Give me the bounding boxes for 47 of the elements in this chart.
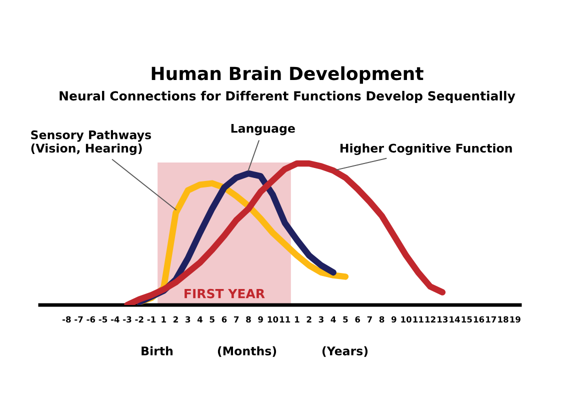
x-tick-label: 2 [306,316,312,322]
x-tick-label: 3 [318,316,324,323]
x-tick-label: 4 [330,316,336,322]
x-tick-label: 5 [210,316,214,323]
series-label: Higher Cognitive Function [340,143,512,155]
x-tick-label: 16 [474,316,484,323]
x-tick-label: -5 [98,316,108,323]
annotation: FIRST YEAR [184,288,265,298]
x-tick-label: 10 [401,316,412,323]
x-tick-label: 19 [510,316,520,323]
x-tick-label: 3 [186,316,190,323]
x-tick-label: 11 [280,316,290,322]
x-tick-label: 9 [258,316,263,323]
x-tick-label: 1 [162,316,166,322]
text: Sensory Pathways (Vision, Hearing) [31,130,152,155]
chart-title: Human Brain Development [152,66,424,84]
chart-subtitle: Neural Connections for Different Functions Develop Sequentially [60,90,516,104]
text: Language [231,124,295,136]
x-tick-label: 9 [391,316,396,323]
x-tick-label: 12 [425,316,436,322]
x-tick-label: 18 [498,316,508,323]
x-tick-label: -8 [62,316,71,323]
x-tick-label: 6 [222,316,227,323]
x-tick-label: 15 [462,316,472,323]
x-tick-label: 14 [450,316,460,322]
x-tick-label: 8 [246,316,251,323]
x-tick-label: -6 [86,316,96,323]
x-tick-label: 6 [355,316,360,323]
x-tick-label: 17 [486,316,496,322]
text: Birth [142,346,173,356]
text: (Years) [322,346,368,357]
x-tick-label: -1 [147,316,156,322]
x-tick-label: 13 [438,316,448,323]
x-tick-label: -3 [123,316,132,323]
x-tick-label: 4 [197,316,203,322]
x-tick-label: 11 [413,316,424,322]
x-tick-label: 7 [234,316,239,322]
x-tick-label: 10 [268,316,278,323]
text: (Months) [218,346,276,357]
x-tick-label: 2 [174,316,178,322]
x-tick-label: 1 [295,316,300,322]
x-tick-label: 7 [367,316,372,322]
x-tick-label: -4 [110,316,120,322]
x-tick-label: 8 [379,316,384,323]
x-tick-label: -7 [74,316,83,322]
x-tick-label: 5 [343,316,348,323]
x-tick-label: -2 [135,316,144,322]
